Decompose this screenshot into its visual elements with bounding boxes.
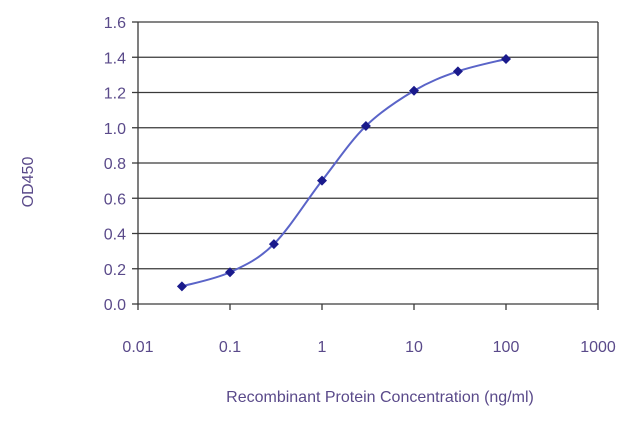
x-axis-title: Recombinant Protein Concentration (ng/ml… bbox=[226, 389, 534, 406]
x-tick-label: 1 bbox=[318, 339, 327, 356]
y-tick-label: 0.0 bbox=[104, 297, 126, 314]
data-point bbox=[225, 267, 235, 278]
data-point bbox=[176, 281, 187, 292]
data-point bbox=[317, 175, 327, 186]
y-tick-label: 1.4 bbox=[104, 50, 126, 67]
series-line bbox=[181, 58, 507, 288]
data-point bbox=[268, 239, 279, 250]
data-point bbox=[409, 85, 419, 96]
y-axis-title: OD450 bbox=[20, 157, 37, 208]
y-tick-label: 0.2 bbox=[104, 262, 126, 279]
x-tick-label: 10 bbox=[405, 339, 423, 356]
axes bbox=[132, 21, 599, 310]
y-tick-label: 1.6 bbox=[104, 15, 126, 32]
y-tick-label: 0.4 bbox=[104, 227, 126, 244]
y-tick-label: 1.2 bbox=[104, 86, 126, 103]
data-point bbox=[360, 120, 371, 131]
y-tick-label: 0.8 bbox=[104, 156, 126, 173]
series bbox=[176, 54, 511, 292]
gridlines bbox=[138, 21, 598, 270]
tick-labels: 0.0 0.2 0.4 0.6 0.8 1.0 1.2 1.4 1.6 0.01 0.1 1 10 100… bbox=[104, 15, 616, 356]
y-tick-label: 1.0 bbox=[104, 121, 126, 138]
y-tick-label: 0.6 bbox=[104, 191, 126, 208]
x-tick-label: 0.01 bbox=[122, 339, 153, 356]
x-tick-label: 1000 bbox=[580, 339, 616, 356]
x-tick-label: 100 bbox=[493, 339, 520, 356]
data-point bbox=[452, 66, 463, 77]
x-tick-label: 0.1 bbox=[219, 339, 241, 356]
data-point bbox=[501, 54, 511, 65]
